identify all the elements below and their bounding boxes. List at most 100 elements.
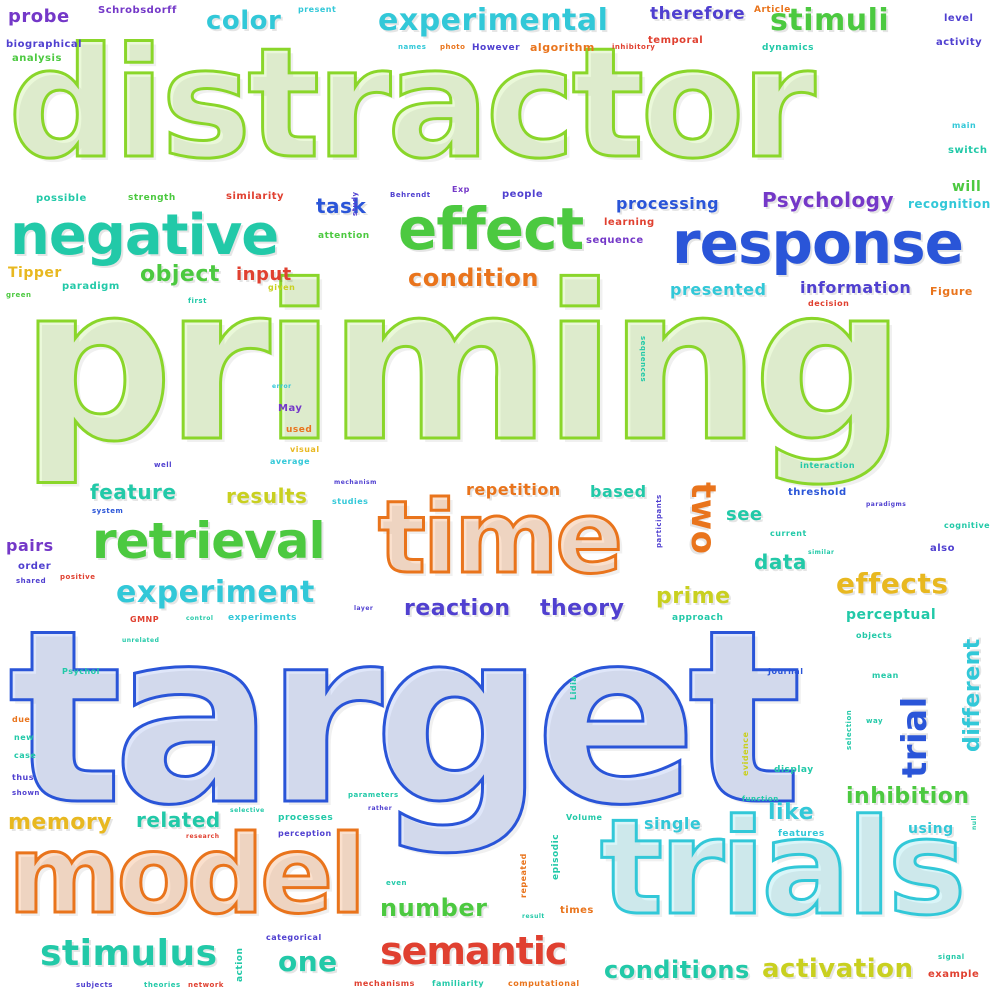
word-psychology: Psychology [762,188,895,212]
word-experiment: experiment [116,575,315,610]
word-level: level [944,13,974,24]
word-shown: shown [12,789,40,797]
word-retrieval: retrieval [92,512,326,570]
word-first: first [188,297,207,305]
word-condition: condition [408,264,539,292]
word-study: study [351,191,359,216]
word-sequence: sequence [586,235,644,246]
word-inhibitory: inhibitory [612,43,656,51]
word-objects: objects [856,631,893,640]
word-repeated: repeated [519,853,528,898]
word-features: features [778,829,825,839]
word-switch: switch [948,145,988,156]
word-information: information [800,278,912,297]
word-stimulus: stimulus [40,933,218,974]
word-dynamics: dynamics [762,43,814,53]
word-mechanism: mechanism [334,479,377,486]
word-parameters: parameters [348,791,399,799]
word-object: object [140,262,220,287]
word-figure: Figure [930,285,973,298]
word-research: research [186,833,220,840]
word-trials: trials [598,791,967,945]
word-case: case [14,751,37,760]
word-current: current [770,529,807,538]
word-experimental: experimental [378,3,609,38]
word-activation: activation [762,954,914,984]
word-strength: strength [128,193,176,203]
word-way: way [866,717,884,725]
word-processing: processing [616,194,720,213]
word-example: example [928,969,980,980]
word-will: will [952,179,982,195]
word-cognitive: cognitive [944,521,991,530]
word-subjects: subjects [76,981,113,989]
word-people: people [502,189,544,200]
word-probe: probe [8,6,70,27]
word-like: like [768,800,815,825]
word-experiments: experiments [228,613,298,623]
word-algorithm: algorithm [530,41,595,54]
word-conditions: conditions [604,956,750,984]
word-negative: negative [10,203,279,268]
word-threshold: threshold [788,487,847,498]
word-perceptual: perceptual [846,607,937,623]
word-effects: effects [836,567,949,600]
word-time: time [376,479,624,596]
word-shared: shared [16,577,47,585]
word-attention: attention [318,231,370,241]
word-green: green [6,291,32,299]
word-related: related [136,808,221,832]
word-action: action [235,947,245,982]
word-times: times [560,905,594,916]
word-response: response [672,209,964,277]
word-system: system [92,507,124,515]
word-lidia: Lidia [569,675,578,700]
word-photo: photo [440,43,466,51]
word-participants: participants [655,494,663,548]
word-similarity: similarity [226,191,285,202]
word-average: average [270,457,311,466]
word-perception: perception [278,829,332,838]
word-episodic: episodic [551,833,561,880]
word-similar: similar [808,549,835,556]
word-task: task [316,194,367,218]
word-paradigms: paradigms [866,501,907,508]
word-names: names [398,43,427,51]
word-decision: decision [808,299,850,308]
word-well: well [154,461,173,469]
word-see: see [726,504,763,525]
word-evidence: evidence [741,731,750,776]
word-null: null [971,815,978,830]
word-therefore: therefore [650,4,746,24]
word-used: used [286,425,313,435]
word-one: one [278,945,338,978]
word-exp: Exp [452,185,470,194]
word-studies: studies [332,497,369,506]
word-layer: layer [354,605,374,612]
word-gmnp: GMNP [130,615,160,624]
word-based: based [590,482,647,501]
word-however: However [472,43,521,53]
word-data: data [754,550,807,574]
word-stimuli: stimuli [770,3,890,38]
word-positive: positive [60,573,96,581]
word-mechanisms: mechanisms [354,979,415,988]
word-selective: selective [230,807,265,814]
word-mean: mean [872,671,899,680]
word-inhibition: inhibition [846,784,970,809]
word-also: also [930,543,955,554]
word-due: due [12,715,31,724]
word-order: order [18,561,52,572]
word-recognition: recognition [908,197,991,211]
word-sequences: sequences [639,336,647,383]
word-selection: selection [845,709,853,750]
word-visual: visual [290,445,320,454]
word-main: main [952,121,977,130]
word-journal: Journal [768,667,804,676]
word-theories: theories [144,981,181,989]
word-results: results [226,484,308,508]
word-priming: priming [19,240,908,489]
word-two: two [683,482,723,555]
word-familiarity: familiarity [432,979,485,988]
word-function: function [742,795,779,803]
